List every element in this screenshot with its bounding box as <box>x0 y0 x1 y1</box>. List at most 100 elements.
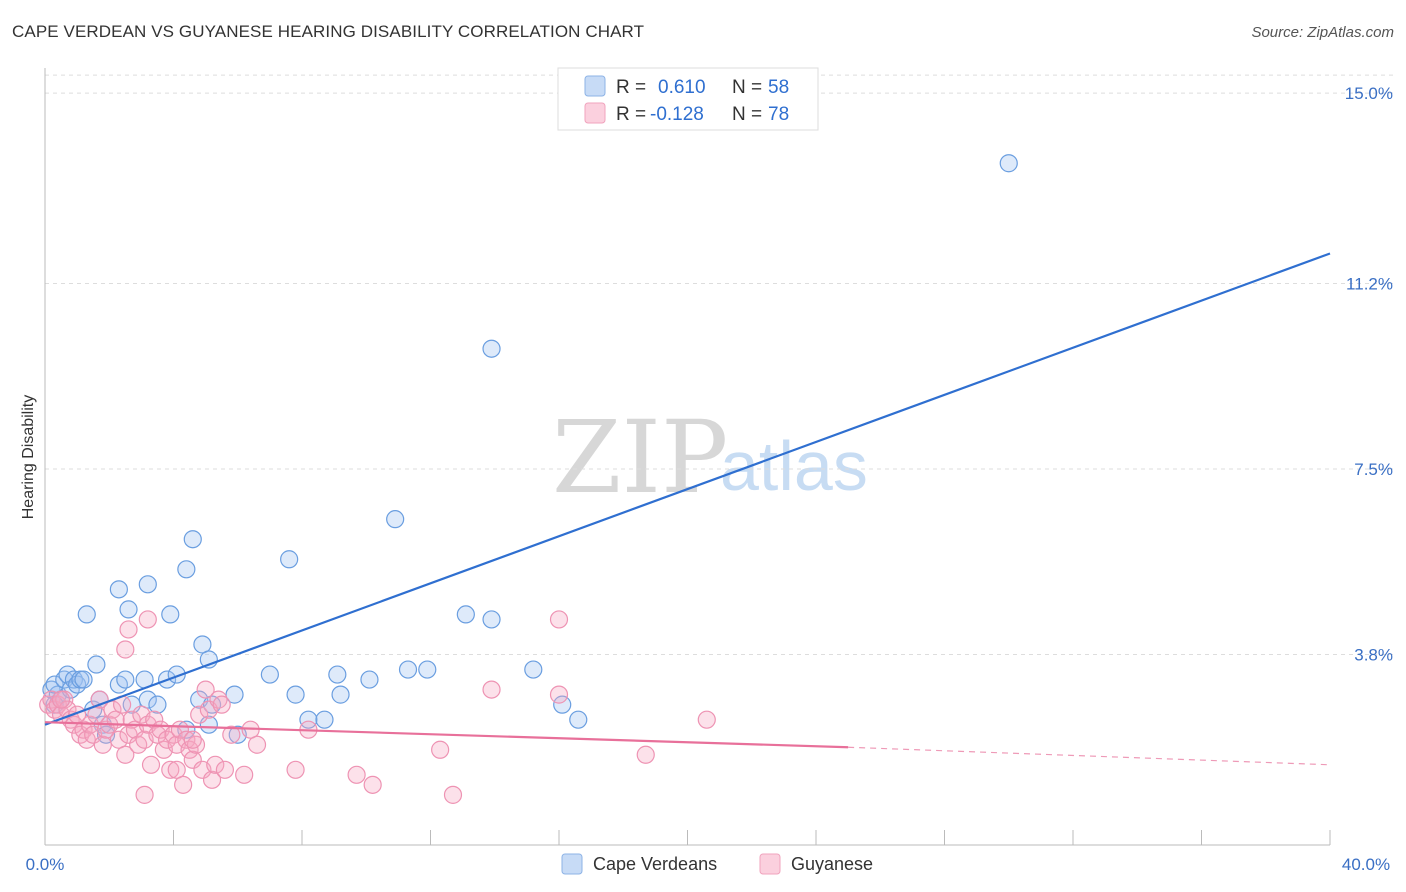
cape-verdean-point <box>260 665 279 684</box>
guyanese-point <box>145 710 164 729</box>
guyanese-point <box>174 775 193 794</box>
legend-n-value-1: 58 <box>768 77 789 98</box>
cape-verdean-point <box>193 635 212 654</box>
source-label: Source: ZipAtlas.com <box>1251 24 1394 41</box>
series-legend-label-guyanese: Guyanese <box>791 854 873 874</box>
cape-verdean-point <box>161 605 180 624</box>
y-tick-label: 11.2% <box>1346 275 1393 294</box>
cape-verdean-point <box>77 605 96 624</box>
trend-layer <box>44 252 1331 766</box>
legend-r-label-1: R = <box>616 77 646 98</box>
legend-n-value-2: 78 <box>768 104 789 125</box>
guyanese-point <box>116 640 135 659</box>
cape-verdean-point <box>524 660 543 679</box>
guyanese-point <box>51 690 71 709</box>
legend-n-label-1: N = <box>732 77 762 98</box>
legend-swatch-guyanese <box>584 102 606 124</box>
guyanese-point <box>141 755 161 774</box>
series-legend-swatch-cape-verdeans <box>561 853 583 875</box>
cape-verdean-point <box>138 575 157 594</box>
cape-verdean-point <box>148 695 167 714</box>
watermark-zip: ZIP <box>552 399 728 516</box>
guyanese-point <box>190 705 209 724</box>
chart-title: CAPE VERDEAN VS GUYANESE HEARING DISABIL… <box>12 22 645 41</box>
guyanese-point <box>196 680 215 699</box>
series-legend-swatch-guyanese <box>759 853 781 875</box>
guyanese-point <box>183 750 202 769</box>
stats-legend: R = 0.610 N = 58 R = -0.128 N = 78 <box>557 67 819 131</box>
y-tick-label: 7.5% <box>1354 460 1393 479</box>
cape-verdean-point <box>119 600 138 619</box>
guyanese-point <box>167 760 186 779</box>
guyanese-point <box>116 745 135 764</box>
guyanese-point <box>209 690 228 709</box>
series-legend: Cape Verdeans Guyanese <box>561 853 873 875</box>
x-tick-label-max: 40.0% <box>1342 855 1390 874</box>
guyanese-point <box>186 735 206 754</box>
cape-verdean-point <box>87 655 106 674</box>
guyanese-point <box>212 695 231 714</box>
guyanese-point <box>206 755 225 774</box>
guyanese-point <box>431 740 450 759</box>
cape-verdean-point <box>456 605 475 624</box>
guyanese-point <box>697 710 716 729</box>
y-tick-label: 3.8% <box>1354 646 1393 665</box>
guyanese-point <box>286 760 305 779</box>
cape-verdean-point <box>286 685 305 704</box>
cape-verdean-point <box>386 510 405 529</box>
guyanese-point <box>109 730 128 749</box>
guyanese-point <box>215 760 234 779</box>
guyanese-point <box>549 685 569 704</box>
cape-verdean-point <box>138 690 157 709</box>
guyanese-point <box>482 680 501 699</box>
guyanese-point <box>138 610 157 629</box>
cape-verdean-point <box>199 715 218 734</box>
guyanese-point <box>135 785 154 804</box>
guyanese-point <box>443 785 463 804</box>
cape-verdean-point <box>183 530 202 549</box>
guyanese-point <box>222 725 241 744</box>
cape-verdean-point <box>299 710 318 729</box>
y-axis-label: Hearing Disability <box>20 395 37 520</box>
legend-r-value-1: 0.610 <box>658 77 706 98</box>
guyanese-point <box>93 735 112 754</box>
guyanese-point <box>636 745 655 764</box>
trend-line-cape-verdeans <box>44 252 1331 726</box>
guyanese-point <box>235 765 254 784</box>
cape-verdean-point <box>569 710 588 729</box>
legend-r-value-2: -0.128 <box>650 104 704 125</box>
cape-verdean-point <box>553 695 572 714</box>
guyanese-point <box>96 720 116 739</box>
guyanese-point <box>183 730 202 749</box>
guyanese-point <box>161 760 180 779</box>
trend-line-guyanese-extension <box>848 746 1331 766</box>
watermark-atlas: atlas <box>720 427 868 505</box>
grid-layer <box>45 74 1395 656</box>
guyanese-point <box>549 610 569 629</box>
cape-verdean-point <box>482 339 501 358</box>
guyanese-point <box>177 730 196 749</box>
legend-swatch-cape-verdeans <box>584 75 606 97</box>
legend-n-label-2: N = <box>732 104 762 125</box>
cape-verdean-point <box>999 154 1018 173</box>
cape-verdean-point <box>280 550 299 569</box>
guyanese-point <box>64 715 84 734</box>
cape-verdean-point <box>177 560 196 579</box>
cape-verdean-point <box>328 665 347 684</box>
guyanese-point <box>103 700 122 719</box>
cape-verdean-point <box>109 580 128 599</box>
cape-verdean-point <box>331 685 350 704</box>
y-tick-label: 15.0% <box>1345 84 1393 103</box>
series-legend-label-cape-verdeans: Cape Verdeans <box>593 854 717 874</box>
trend-line-guyanese <box>44 721 849 749</box>
guyanese-point <box>347 765 366 784</box>
y-tick-labels: 3.8% 7.5% 11.2% 15.0% <box>1345 84 1393 664</box>
cape-verdean-point <box>315 710 334 729</box>
x-tick-marks <box>44 830 1331 845</box>
guyanese-point <box>247 735 267 754</box>
guyanese-point <box>363 775 382 794</box>
cape-verdean-point <box>360 670 379 689</box>
points-layer <box>39 154 1018 804</box>
guyanese-point <box>202 770 222 789</box>
